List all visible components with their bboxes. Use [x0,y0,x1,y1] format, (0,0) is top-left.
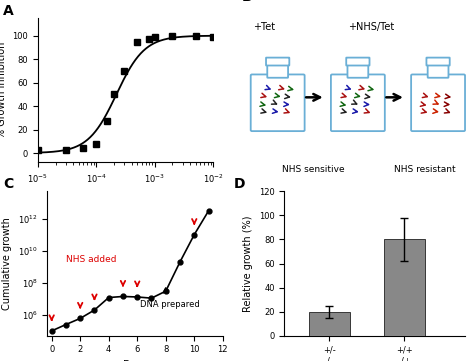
FancyBboxPatch shape [267,64,288,78]
FancyBboxPatch shape [251,74,305,131]
Bar [309,312,350,336]
Y-axis label: % Growth inhibition: % Growth inhibition [0,42,7,138]
Text: B: B [242,0,253,4]
FancyBboxPatch shape [346,58,370,65]
Text: DNA prepared: DNA prepared [140,300,200,309]
FancyBboxPatch shape [411,74,465,131]
FancyBboxPatch shape [427,58,450,65]
Y-axis label: Cumulative growth: Cumulative growth [2,217,12,310]
Text: A: A [3,4,14,18]
Text: NHS sensitive: NHS sensitive [282,165,345,174]
FancyBboxPatch shape [347,64,368,78]
Text: C: C [4,177,14,191]
Y-axis label: Relative growth (%): Relative growth (%) [243,215,254,312]
Text: +Tet: +Tet [253,22,275,32]
Text: NHS added: NHS added [66,255,117,264]
Bar [384,239,425,336]
Text: NHS resistant: NHS resistant [394,165,456,174]
X-axis label: [NHS] %: [NHS] % [105,190,146,200]
FancyBboxPatch shape [428,64,448,78]
X-axis label: Days: Days [123,360,147,361]
Text: D: D [234,177,246,191]
FancyBboxPatch shape [331,74,385,131]
FancyBboxPatch shape [266,58,289,65]
Text: +NHS/Tet: +NHS/Tet [348,22,394,32]
